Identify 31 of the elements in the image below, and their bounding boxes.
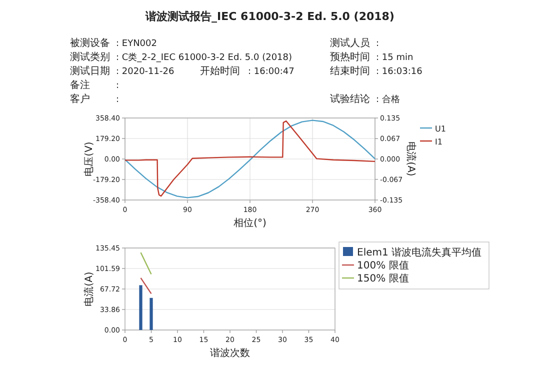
text: : 2020-11-26 [116,67,174,77]
text: 谐波测试报告_IEC 61000-3-2 Ed. 5.0 (2018) [144,10,394,23]
text: : [376,39,380,49]
legend-label: Elem1 谐波电流失真平均值 [357,246,482,258]
text: 被测设备 [70,37,110,49]
text: : [116,81,120,91]
text: 测试日期 [70,65,110,77]
legend-label: 150% 限值 [357,274,409,284]
y-axis-title: 电流(A) [83,272,95,306]
text: 开始时间 [200,65,240,77]
text: : 15 min [376,53,414,63]
text: : C类_2-2_IEC 61000-3-2 Ed. 5.0 (2018) [116,52,292,63]
text: 测试类别 [70,51,110,63]
text: : 16:00:47 [248,67,294,77]
text: : EYN002 [116,39,157,49]
text: : 16:03:16 [376,67,423,77]
legend-label: I1 [435,138,442,146]
text: 测试人员 [330,37,370,49]
x-axis-title: 相位(°) [234,217,266,229]
text: 备注 [70,79,90,91]
text: 预热时间 [330,51,370,63]
y-axis-title: 电压(V) [83,142,95,176]
text: 试验结论 [330,93,370,105]
text: : 合格 [376,94,400,105]
text: : [116,95,120,105]
text: 结束时间 [330,65,370,77]
legend-label: U1 [435,124,446,134]
y2-axis-title: 电流(A) [405,142,417,176]
legend-label: 100% 限值 [357,260,409,272]
x-axis-title: 谐波次数 [210,347,250,359]
text: 客户 [70,93,90,105]
